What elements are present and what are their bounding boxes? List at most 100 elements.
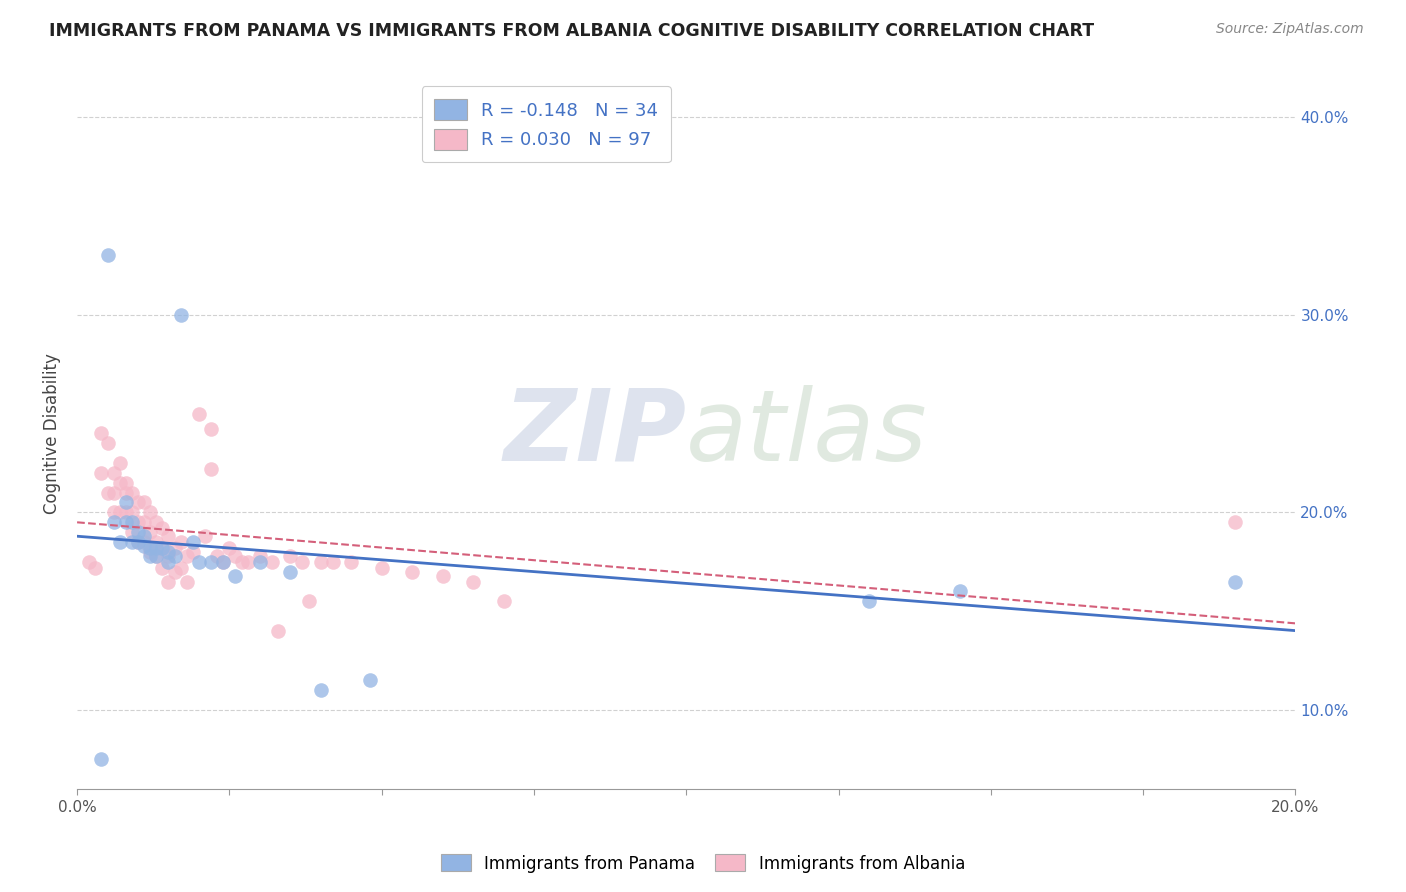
Point xyxy=(432,568,454,582)
Text: IMMIGRANTS FROM PANAMA VS IMMIGRANTS FROM ALBANIA COGNITIVE DISABILITY CORRELATI: IMMIGRANTS FROM PANAMA VS IMMIGRANTS FRO… xyxy=(49,22,1094,40)
Point xyxy=(297,594,319,608)
Point xyxy=(132,515,155,529)
Point xyxy=(150,560,173,574)
Point xyxy=(359,673,381,688)
Point xyxy=(132,535,155,549)
Point xyxy=(139,525,162,540)
Point xyxy=(139,545,162,559)
Point xyxy=(461,574,484,589)
Point xyxy=(150,541,173,555)
Point xyxy=(114,485,136,500)
Point xyxy=(401,565,423,579)
Point xyxy=(157,549,180,563)
Point xyxy=(127,515,149,529)
Point xyxy=(145,549,167,563)
Text: ZIP: ZIP xyxy=(503,384,686,482)
Point xyxy=(309,683,332,698)
Point xyxy=(114,515,136,529)
Point xyxy=(114,475,136,490)
Point xyxy=(157,545,180,559)
Point xyxy=(949,584,972,599)
Point xyxy=(249,549,271,563)
Point xyxy=(181,535,204,549)
Point xyxy=(139,549,162,563)
Point xyxy=(108,535,131,549)
Point xyxy=(139,541,162,555)
Point xyxy=(200,462,222,476)
Point xyxy=(322,555,344,569)
Point xyxy=(187,407,209,421)
Point xyxy=(90,752,112,766)
Point xyxy=(132,539,155,553)
Point xyxy=(150,541,173,555)
Point xyxy=(278,549,301,563)
Point xyxy=(121,505,143,519)
Point xyxy=(236,555,259,569)
Point xyxy=(103,505,125,519)
Point xyxy=(218,541,240,555)
Point xyxy=(157,574,180,589)
Point xyxy=(121,515,143,529)
Point xyxy=(260,555,283,569)
Point xyxy=(858,594,880,608)
Point xyxy=(96,436,118,450)
Point xyxy=(212,555,235,569)
Point xyxy=(96,248,118,262)
Point xyxy=(127,535,149,549)
Point xyxy=(291,555,314,569)
Point xyxy=(103,466,125,480)
Text: atlas: atlas xyxy=(686,384,928,482)
Point xyxy=(169,560,191,574)
Point xyxy=(121,535,143,549)
Point xyxy=(84,560,107,574)
Point xyxy=(90,426,112,441)
Point xyxy=(169,535,191,549)
Point xyxy=(205,549,228,563)
Y-axis label: Cognitive Disability: Cognitive Disability xyxy=(44,353,60,514)
Point xyxy=(340,555,363,569)
Point xyxy=(200,422,222,436)
Point xyxy=(200,555,222,569)
Point xyxy=(96,485,118,500)
Point xyxy=(139,505,162,519)
Point xyxy=(103,515,125,529)
Legend: Immigrants from Panama, Immigrants from Albania: Immigrants from Panama, Immigrants from … xyxy=(434,847,972,880)
Point xyxy=(108,505,131,519)
Point xyxy=(181,545,204,559)
Text: Source: ZipAtlas.com: Source: ZipAtlas.com xyxy=(1216,22,1364,37)
Point xyxy=(108,475,131,490)
Point xyxy=(157,529,180,543)
Point xyxy=(187,555,209,569)
Legend: R = -0.148   N = 34, R = 0.030   N = 97: R = -0.148 N = 34, R = 0.030 N = 97 xyxy=(422,87,671,162)
Point xyxy=(194,529,217,543)
Point xyxy=(176,574,198,589)
Point xyxy=(169,308,191,322)
Point xyxy=(224,568,246,582)
Point xyxy=(309,555,332,569)
Point xyxy=(157,555,180,569)
Point xyxy=(163,549,186,563)
Point xyxy=(121,485,143,500)
Point xyxy=(163,541,186,555)
Point xyxy=(127,535,149,549)
Point xyxy=(231,555,253,569)
Point xyxy=(132,495,155,509)
Point xyxy=(267,624,290,638)
Point xyxy=(249,555,271,569)
Point xyxy=(77,555,100,569)
Point xyxy=(90,466,112,480)
Point xyxy=(127,495,149,509)
Point xyxy=(224,549,246,563)
Point xyxy=(150,521,173,535)
Point xyxy=(145,549,167,563)
Point xyxy=(114,505,136,519)
Point xyxy=(103,485,125,500)
Point xyxy=(145,515,167,529)
Point xyxy=(1223,515,1246,529)
Point xyxy=(176,549,198,563)
Point xyxy=(108,456,131,470)
Point xyxy=(492,594,515,608)
Point xyxy=(145,541,167,555)
Point xyxy=(1223,574,1246,589)
Point xyxy=(132,529,155,543)
